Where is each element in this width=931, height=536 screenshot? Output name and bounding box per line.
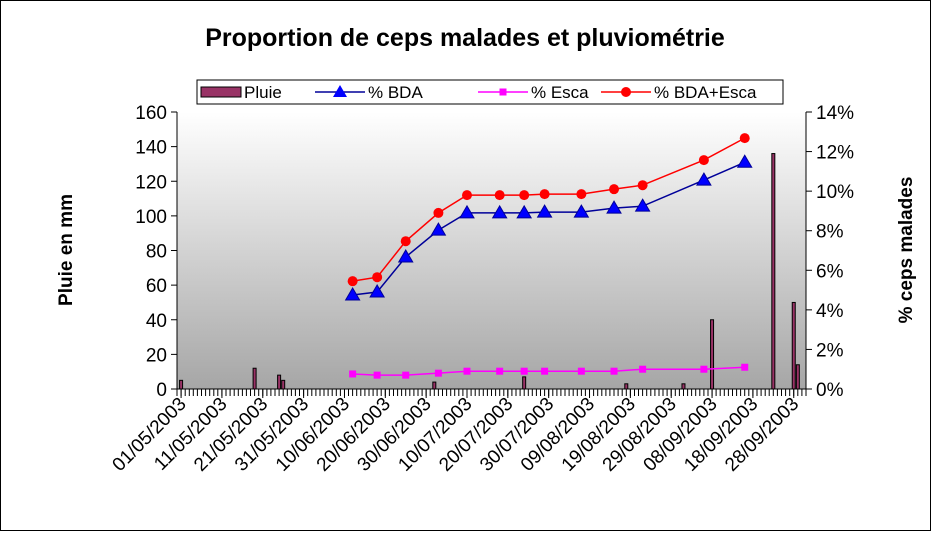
marker <box>347 276 358 287</box>
y2-tick-label: 2% <box>816 340 844 361</box>
y-tick-label: 60 <box>146 276 167 297</box>
y-tick-label: 40 <box>146 311 167 332</box>
marker <box>736 154 753 168</box>
y-tick-label: 100 <box>135 207 167 228</box>
y2-tick-label: 10% <box>816 182 854 203</box>
marker <box>541 367 549 375</box>
y-tick-label: 120 <box>135 172 167 193</box>
marker <box>700 365 708 373</box>
bar <box>277 374 282 390</box>
bar <box>179 379 184 390</box>
bar <box>771 153 776 390</box>
legend-label: % Esca <box>531 83 589 102</box>
legend-marker <box>621 87 631 97</box>
bar <box>795 364 800 390</box>
marker <box>634 198 651 212</box>
legend-marker <box>499 88 507 96</box>
marker <box>637 180 648 191</box>
marker <box>696 172 712 186</box>
bar <box>791 301 796 390</box>
y-tick-label: 140 <box>135 138 167 159</box>
marker <box>402 371 410 379</box>
marker <box>434 369 442 377</box>
chart-title: Proportion de ceps malades et pluviométr… <box>205 24 725 52</box>
marker <box>536 204 553 218</box>
y2-tick-label: 8% <box>816 222 844 243</box>
marker <box>397 249 414 263</box>
marker <box>516 204 533 219</box>
marker <box>496 367 504 375</box>
bar <box>710 319 715 390</box>
bar <box>624 383 629 390</box>
marker <box>739 133 750 144</box>
marker <box>430 222 447 236</box>
y2-tick-label: 6% <box>816 261 844 282</box>
bar <box>681 383 686 390</box>
legend-label: % BDA <box>368 83 423 102</box>
y-tick-label: 20 <box>146 345 167 366</box>
marker <box>369 284 386 298</box>
y-tick-label: 0 <box>156 380 167 401</box>
marker <box>491 204 508 219</box>
bar <box>252 367 257 390</box>
marker <box>519 190 530 201</box>
y-axis-label: Pluie en mm <box>56 194 77 306</box>
marker <box>609 184 620 195</box>
marker <box>372 272 383 283</box>
y2-tick-label: 12% <box>816 143 854 164</box>
y2-tick-label: 4% <box>816 301 844 322</box>
marker <box>433 207 444 218</box>
marker <box>698 155 709 166</box>
y2-tick-label: 0% <box>816 380 844 401</box>
marker <box>639 365 647 373</box>
marker <box>606 200 622 214</box>
legend-swatch <box>200 86 242 98</box>
marker <box>461 190 472 201</box>
y-tick-label: 80 <box>146 242 167 263</box>
marker <box>494 190 505 201</box>
bar <box>432 381 437 390</box>
marker <box>373 371 381 379</box>
marker <box>610 367 618 375</box>
marker <box>400 236 411 247</box>
marker <box>741 363 749 371</box>
bar <box>281 379 286 390</box>
legend-label: % BDA+Esca <box>654 83 757 102</box>
marker <box>463 367 471 375</box>
legend-marker <box>333 85 347 97</box>
bar <box>522 376 527 390</box>
marker <box>576 189 587 200</box>
y2-tick-label: 14% <box>816 103 854 124</box>
marker <box>459 204 475 219</box>
marker <box>520 367 528 375</box>
marker <box>573 204 590 218</box>
y2-axis-label: % ceps malades <box>896 177 917 324</box>
y-tick-label: 160 <box>135 103 167 124</box>
marker <box>344 287 361 301</box>
marker <box>577 367 585 375</box>
legend-label: Pluie <box>244 83 282 102</box>
marker <box>349 370 357 378</box>
marker <box>539 189 550 200</box>
